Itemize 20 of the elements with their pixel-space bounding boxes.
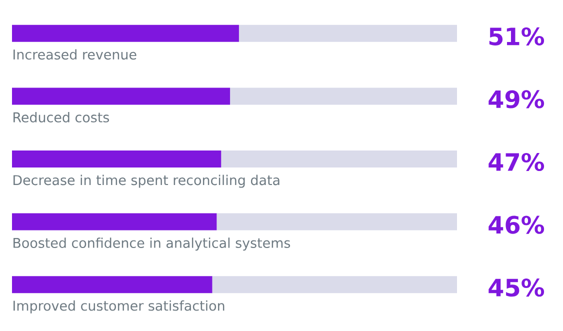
y-tick-label: Decrease in time spent reconciling data bbox=[14, 174, 280, 188]
data-label: 49% bbox=[488, 90, 544, 108]
bar bbox=[212, 276, 458, 294]
bar bbox=[238, 24, 458, 42]
data-label: 45% bbox=[488, 278, 544, 297]
bar bbox=[12, 276, 212, 294]
y-tick-label: Increased revenue bbox=[14, 49, 136, 60]
y-tick-label: Improved customer satisfaction bbox=[14, 300, 224, 314]
bar bbox=[221, 150, 458, 168]
y-tick-label: Boosted confidence in analytical systems bbox=[14, 238, 290, 251]
bar bbox=[12, 88, 230, 105]
data-label: 46% bbox=[488, 216, 544, 234]
bar bbox=[12, 24, 239, 42]
y-tick-label: Reduced costs bbox=[14, 112, 110, 122]
data-label: 51% bbox=[489, 27, 544, 46]
bar bbox=[216, 213, 458, 230]
bar bbox=[12, 213, 217, 230]
bar bbox=[12, 150, 222, 168]
bar bbox=[230, 88, 458, 105]
data-label: 47% bbox=[488, 152, 544, 172]
